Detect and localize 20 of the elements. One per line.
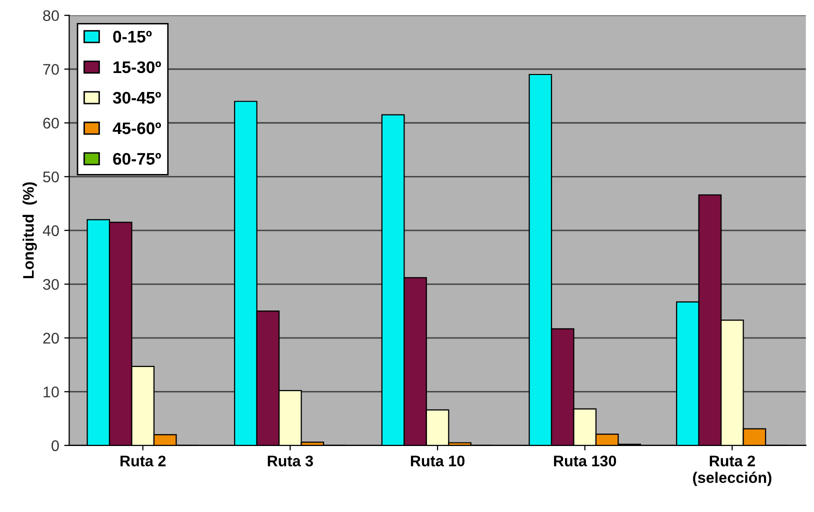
- x-tick-label: Ruta 2 (selección): [693, 456, 772, 486]
- x-tick-label: Ruta 2: [120, 456, 166, 466]
- x-tick-label: Ruta 130: [554, 456, 616, 466]
- y-tick-label: 80: [43, 10, 59, 22]
- y-axis-title: Longitud (%): [22, 182, 37, 278]
- y-tick-label: 20: [43, 332, 59, 344]
- x-tick-label: Ruta 3: [268, 456, 313, 466]
- y-tick-label: 40: [42, 225, 59, 236]
- legend-label: 15-30º: [114, 61, 161, 74]
- legend-label: 60-75º: [113, 152, 161, 165]
- x-tick-label: Ruta 10: [410, 456, 464, 466]
- y-tick-label: 30: [43, 279, 59, 290]
- legend-label: 0-15º: [113, 30, 152, 43]
- y-tick-label: 0: [52, 440, 59, 452]
- legend-label: 30-45º: [112, 92, 161, 104]
- y-tick-label: 50: [43, 172, 59, 182]
- y-tick-label: 60: [43, 118, 59, 129]
- legend-label: 45-60º: [112, 122, 161, 134]
- y-tick-label: 70: [43, 64, 59, 75]
- y-tick-label: 10: [44, 386, 59, 398]
